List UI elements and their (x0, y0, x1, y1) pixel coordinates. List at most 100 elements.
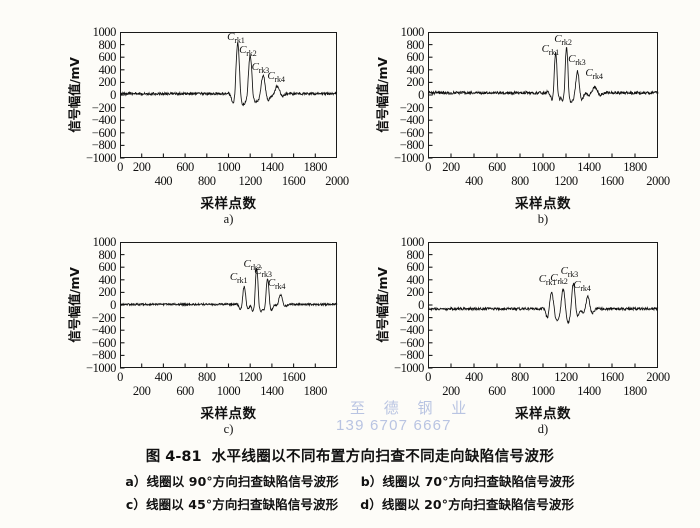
xtick-upper-b-3: 1000 (531, 160, 555, 174)
ytick-label-b-7: −400 (399, 113, 425, 128)
ytick-label-a-4: 200 (98, 75, 116, 90)
x-axis-label-c: 采样点数 (200, 406, 257, 422)
xtick-upper-d-0: 0 (425, 370, 431, 384)
plot-frame-b (428, 32, 658, 158)
waveform-plot-b (428, 32, 659, 159)
y-axis-label-d: 信号幅值/mV (375, 267, 390, 343)
ytick-label-d-5: 0 (418, 298, 424, 312)
ytick-label-c-4: 200 (98, 285, 116, 300)
watermark: 至 德 钢 业 139 6707 6667 (336, 400, 526, 435)
watermark-phone: 139 6707 6667 (336, 417, 452, 434)
ytick-label-c-6: −200 (91, 310, 117, 325)
ytick-label-d-3: 400 (406, 272, 424, 287)
xtick-lower-b-4: 2000 (646, 174, 670, 188)
xtick-upper-c-3: 1200 (238, 370, 262, 384)
xtick-upper-b-0: 0 (425, 160, 431, 174)
figure-caption: 图 4-81 水平线圈以不同布置方向扫查不同走向缺陷信号波形 a）线圈以 90°方… (0, 444, 700, 516)
caption-row-2: c）线圈以 45°方向扫查缺陷信号波形 d）线圈以 20°方向扫查缺陷信号波形 (0, 493, 700, 516)
ytick-label-d-4: 200 (406, 285, 424, 300)
ytick-label-b-6: −200 (399, 100, 425, 115)
xtick-upper-b-1: 200 (442, 160, 460, 174)
xtick-upper-d-3: 1200 (554, 370, 578, 384)
xtick-upper-c-0: 0 (117, 370, 123, 384)
peak-label-b-1: Crk1 (541, 42, 560, 57)
ytick-label-b-2: 600 (406, 50, 424, 65)
signal-trace-a (120, 42, 338, 107)
xtick-lower-d-1: 600 (488, 384, 506, 398)
y-axis-label-b: 信号幅值/mV (375, 57, 390, 133)
xtick-upper-d-1: 400 (465, 370, 483, 384)
caption-title: 水平线圈以不同布置方向扫查不同走向缺陷信号波形 (211, 449, 555, 465)
xtick-upper-b-5: 1800 (623, 160, 647, 174)
xtick-upper-a-3: 1000 (216, 160, 241, 174)
caption-item-c: c）线圈以 45°方向扫查缺陷信号波形 (125, 497, 339, 512)
ytick-label-c-1: 800 (98, 247, 116, 262)
xtick-lower-a-2: 1200 (238, 174, 262, 188)
caption-title-line: 图 4-81 水平线圈以不同布置方向扫查不同走向缺陷信号波形 (0, 444, 700, 470)
ytick-label-c-10: −1000 (85, 361, 116, 375)
signal-trace-b (428, 47, 659, 104)
panel-letter-b: b) (537, 212, 549, 226)
ytick-label-c-3: 400 (98, 272, 116, 287)
ytick-label-b-5: 0 (418, 88, 424, 102)
plot-frame-c (120, 242, 337, 368)
peak-label-d-3: Crk3 (560, 265, 579, 280)
peak-label-d-4: Crk4 (573, 279, 591, 294)
x-axis-label-b: 采样点数 (515, 196, 571, 212)
y-axis-label-c: 信号幅值/mV (67, 267, 82, 343)
xtick-lower-a-3: 1600 (281, 174, 306, 188)
ytick-label-c-7: −400 (91, 323, 117, 338)
peak-label-a-2: Crk2 (239, 43, 257, 59)
ytick-label-b-10: −1000 (393, 151, 424, 165)
peak-label-c-4: Crk4 (267, 277, 286, 292)
xtick-lower-d-3: 1400 (577, 384, 601, 398)
xtick-upper-c-2: 800 (198, 370, 216, 384)
xtick-upper-b-4: 1400 (577, 160, 601, 174)
xtick-upper-a-4: 1400 (260, 160, 284, 174)
peak-label-b-2: Crk2 (554, 33, 572, 48)
xtick-lower-c-2: 1000 (216, 384, 241, 398)
signal-trace-d (428, 282, 659, 325)
x-axis-label-a: 采样点数 (200, 196, 257, 212)
ytick-label-c-2: 600 (98, 260, 116, 275)
ytick-label-d-6: −200 (399, 310, 425, 325)
ytick-label-a-7: −400 (91, 113, 117, 128)
y-axis-label-a: 信号幅值/mV (67, 57, 82, 133)
ytick-label-b-4: 200 (406, 75, 424, 90)
x-axis-label-d: 采样点数 (515, 406, 571, 422)
xtick-upper-a-2: 600 (176, 160, 194, 174)
peak-label-c-1: Crk1 (229, 270, 248, 286)
ytick-label-a-1: 800 (98, 37, 116, 52)
xtick-upper-c-1: 400 (154, 370, 173, 384)
peak-label-a-3: Crk3 (251, 60, 270, 76)
ytick-label-a-0: 1000 (92, 25, 117, 39)
ytick-label-d-9: −800 (399, 348, 425, 363)
ytick-label-b-1: 800 (406, 37, 424, 52)
watermark-company: 至 德 钢 业 (350, 399, 474, 417)
xtick-lower-d-4: 1800 (623, 384, 647, 398)
xtick-lower-a-1: 800 (198, 174, 216, 188)
xtick-upper-d-2: 800 (511, 370, 529, 384)
peak-label-b-3: Crk3 (568, 52, 586, 67)
xtick-lower-c-3: 1400 (260, 384, 284, 398)
xtick-lower-c-0: 200 (132, 384, 151, 398)
ytick-label-c-0: 1000 (92, 235, 117, 249)
ytick-label-a-6: −200 (91, 100, 117, 115)
ytick-label-b-3: 400 (406, 62, 424, 77)
signal-trace-c (120, 268, 338, 313)
caption-item-a: a）线圈以 90°方向扫查缺陷信号波形 (125, 474, 339, 489)
panel-letter-d: d) (537, 422, 549, 436)
ytick-label-a-3: 400 (98, 62, 116, 77)
ytick-label-c-5: 0 (110, 298, 116, 312)
peak-label-d-1: Crk1 (538, 272, 557, 287)
xtick-upper-a-1: 200 (132, 160, 151, 174)
xtick-lower-d-0: 200 (442, 384, 460, 398)
ytick-label-c-9: −800 (91, 348, 117, 363)
peak-label-b-4: Crk4 (585, 67, 603, 82)
xtick-lower-b-2: 1200 (554, 174, 578, 188)
peak-label-c-3: Crk3 (254, 265, 272, 280)
xtick-lower-a-4: 2000 (325, 174, 349, 188)
caption-row-1: a）线圈以 90°方向扫查缺陷信号波形 b）线圈以 70°方向扫查缺陷信号波形 (0, 470, 700, 493)
panel-letter-a: a) (223, 212, 234, 226)
